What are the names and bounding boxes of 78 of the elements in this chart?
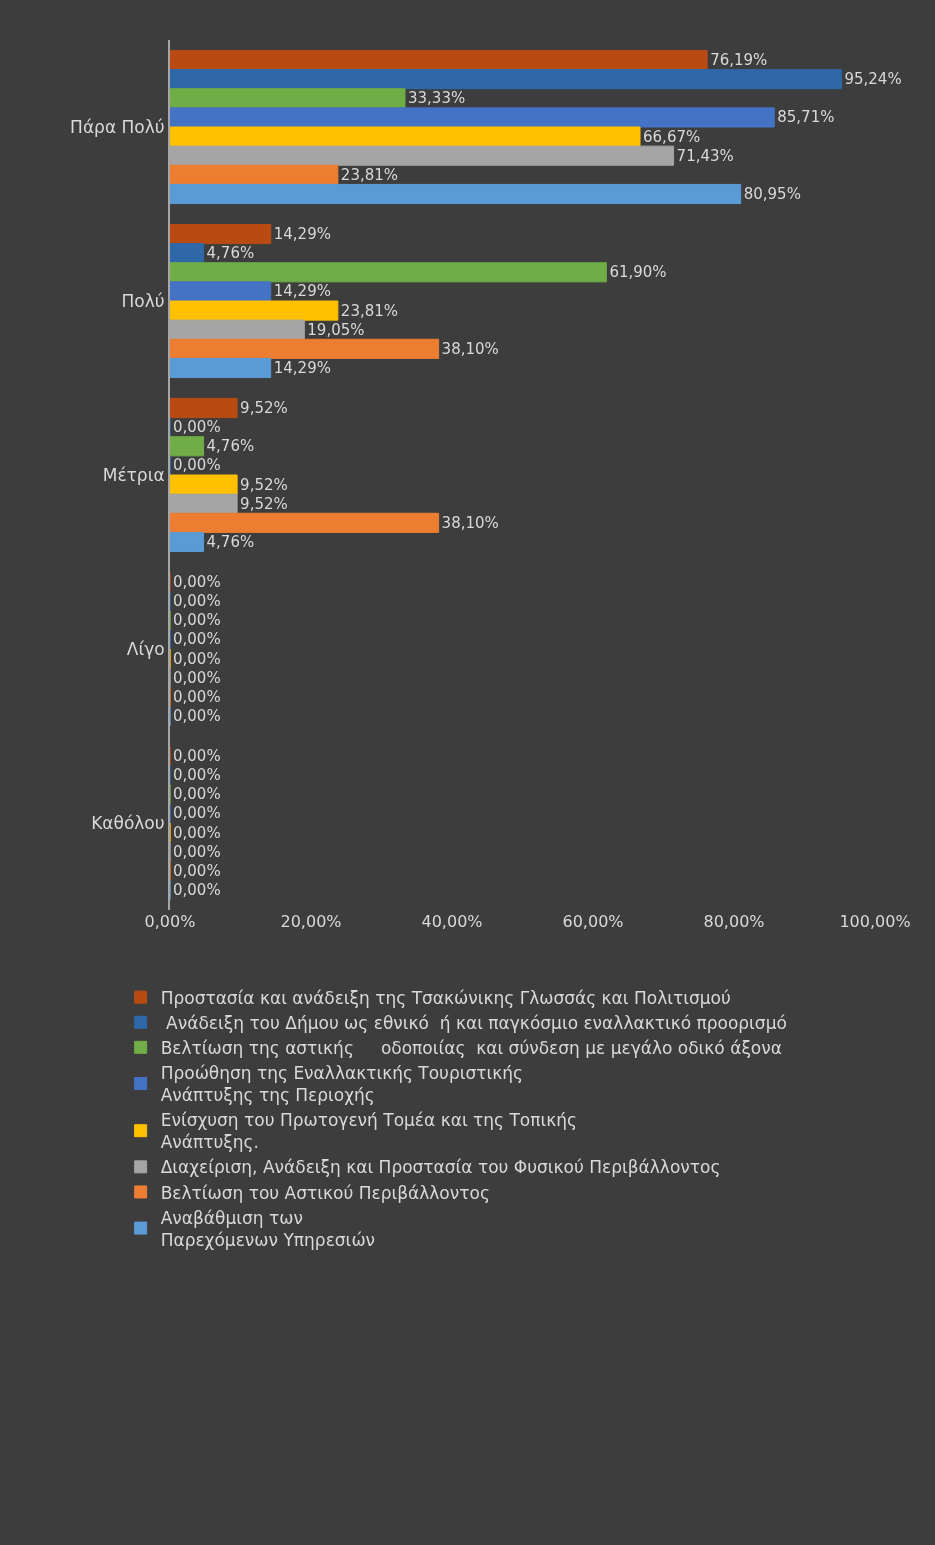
x-tick-label: 20,00% [280, 912, 342, 931]
bar [170, 107, 775, 128]
x-tick-label: 80,00% [703, 912, 765, 931]
y-tick-label: Μέτρια [102, 464, 165, 485]
bar [170, 126, 641, 147]
data-label: 4,76% [206, 244, 255, 263]
data-label: 33,33% [407, 89, 466, 108]
data-label: 9,52% [240, 475, 288, 494]
legend-label: Βελτίωση του Αστικού Περιβάλλοντος [160, 1182, 490, 1203]
y-tick-label: Πάρα Πολύ [70, 116, 165, 137]
bar [170, 357, 272, 379]
data-label: 0,00% [173, 880, 221, 899]
data-label: 0,00% [173, 668, 221, 687]
data-label: 0,00% [173, 687, 221, 706]
data-label: 76,19% [710, 51, 768, 70]
bar [170, 300, 339, 321]
data-label: 80,95% [743, 184, 801, 203]
data-label: 66,67% [643, 127, 701, 146]
data-label: 0,00% [173, 804, 221, 823]
bar [170, 262, 607, 283]
y-tick-label: Πολύ [121, 290, 165, 311]
bar [170, 531, 205, 553]
bar [170, 69, 842, 90]
data-label: 14,29% [273, 282, 331, 301]
data-label: 85,71% [777, 108, 835, 127]
x-tick-label: 0,00% [144, 912, 196, 931]
data-label: 23,81% [340, 301, 399, 320]
data-label: 0,00% [173, 649, 221, 668]
data-label: 4,76% [206, 437, 255, 456]
legend-label: Βελτίωση της αστικής οδοποιίας και σύνδεση με μεγάλο οδικό άξονα [160, 1037, 782, 1058]
bar [170, 164, 339, 185]
data-label: 38,10% [441, 339, 499, 358]
data-label: 38,10% [441, 513, 499, 532]
data-label: 0,00% [173, 766, 221, 785]
data-label: 71,43% [676, 146, 734, 165]
data-label: 0,00% [173, 630, 221, 649]
data-label: 0,00% [173, 611, 221, 630]
legend-label: Ανάδειξη του Δήμου ως εθνικό ή και παγκόσμιο εναλλακτικό προορισμό [160, 1012, 787, 1033]
bar [170, 436, 205, 457]
y-tick-label: Καθόλου [91, 812, 165, 833]
data-label: 61,90% [609, 263, 667, 282]
data-label: 0,00% [173, 842, 221, 861]
data-label: 0,00% [173, 823, 221, 842]
data-label: 4,76% [206, 532, 255, 551]
data-label: 9,52% [240, 494, 288, 513]
bar [170, 243, 205, 264]
data-label: 0,00% [173, 785, 221, 804]
x-tick-label: 100,00% [839, 912, 911, 931]
legend-label: Αναβάθμιση των Παρεχόμενων Υπηρεσιών [160, 1207, 376, 1250]
data-label: 0,00% [173, 573, 221, 592]
data-label: 0,00% [173, 747, 221, 766]
data-label: 23,81% [340, 165, 399, 184]
data-label: 0,00% [173, 592, 221, 611]
bar [170, 281, 272, 302]
y-tick-label: Λίγο [126, 638, 165, 659]
bar [170, 183, 742, 205]
data-label: 19,05% [307, 320, 365, 339]
x-tick-label: 60,00% [562, 912, 624, 931]
data-label: 14,29% [273, 225, 331, 244]
bar [170, 223, 272, 245]
data-label: 14,29% [273, 358, 331, 377]
x-tick-label: 40,00% [421, 912, 483, 931]
legend-label: Προώθηση της Εναλλακτικής Τουριστικής Ανάπτυξης της Περιοχής [160, 1063, 524, 1106]
data-label: 0,00% [173, 861, 221, 880]
bar [170, 338, 440, 359]
bar [170, 49, 708, 71]
legend-label: Προστασία και ανάδειξη της Τσακώνικης Γλωσσάς και Πολιτισμού [160, 987, 731, 1008]
data-label: 95,24% [844, 70, 902, 89]
legend-label: Ενίσχυση του Πρωτογενή Τομέα και της Τοπικής Ανάπτυξης. [160, 1110, 577, 1153]
bar [170, 474, 238, 495]
data-label: 0,00% [173, 418, 221, 437]
data-label: 9,52% [240, 399, 288, 418]
data-label: 0,00% [173, 706, 221, 725]
legend-label: Διαχείριση, Ανάδειξη και Προστασία του Φυσικού Περιβάλλοντος [160, 1157, 721, 1178]
bar [170, 397, 238, 419]
bar [170, 512, 440, 533]
bar [170, 88, 406, 109]
data-label: 0,00% [173, 456, 221, 475]
